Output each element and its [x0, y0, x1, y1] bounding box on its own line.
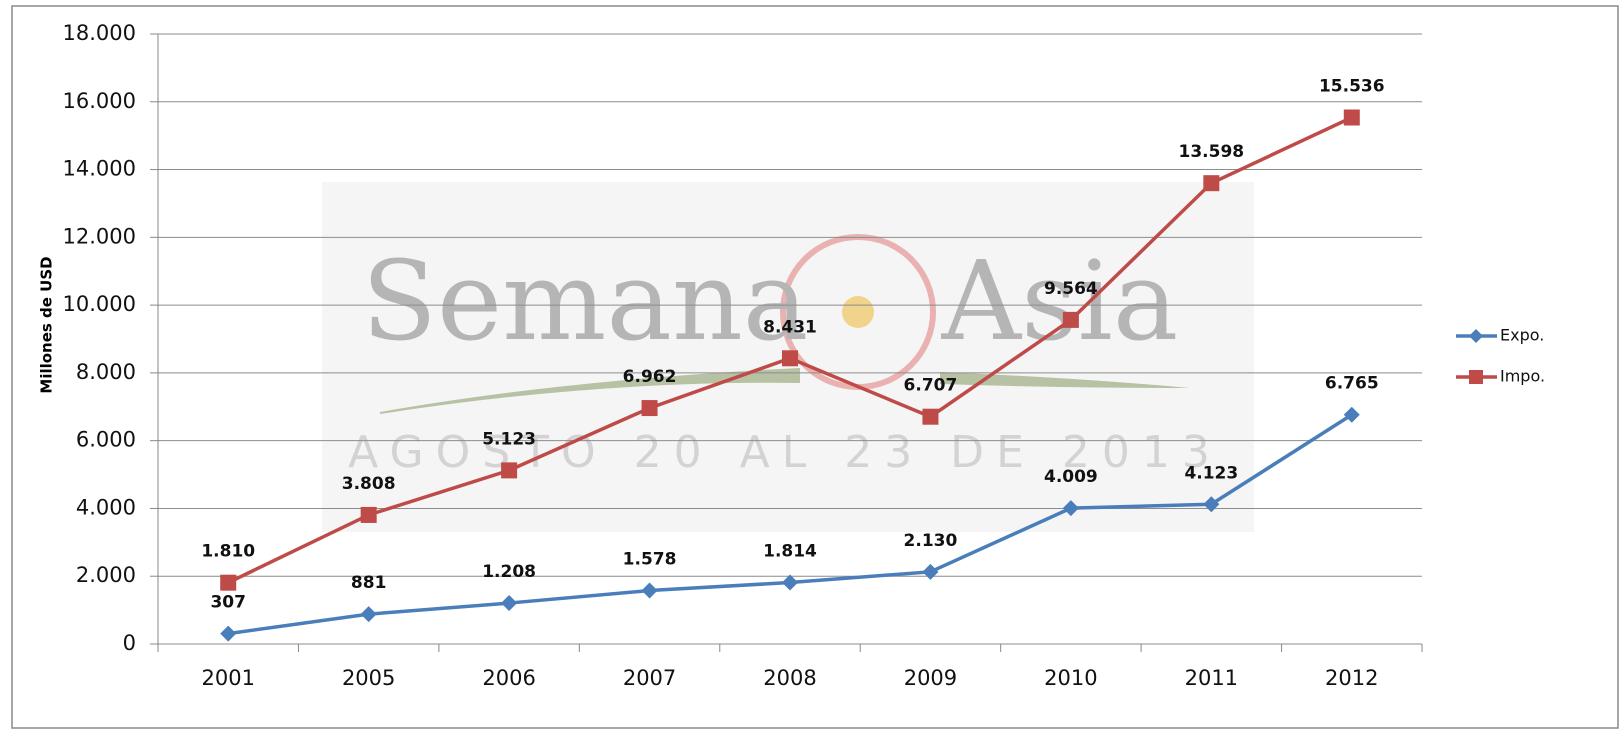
y-tick-label: 16.000 — [63, 89, 136, 113]
data-label: 1.208 — [482, 562, 536, 582]
x-tick-label: 2007 — [623, 666, 676, 690]
watermark-logo-center — [842, 296, 874, 328]
legend-marker — [1469, 370, 1483, 384]
marker — [782, 350, 798, 366]
data-label: 881 — [351, 573, 387, 593]
data-label: 1.578 — [623, 550, 677, 570]
marker — [642, 400, 658, 416]
marker — [361, 507, 377, 523]
y-tick-label: 4.000 — [76, 495, 136, 519]
legend-label: Impo. — [1500, 367, 1545, 386]
data-label: 9.564 — [1044, 279, 1098, 299]
data-label: 13.598 — [1179, 142, 1245, 162]
marker — [922, 409, 938, 425]
x-tick-label: 2005 — [342, 666, 395, 690]
x-tick-label: 2010 — [1044, 666, 1097, 690]
x-tick-label: 2012 — [1325, 666, 1378, 690]
data-label: 1.810 — [201, 542, 255, 562]
x-tick-label: 2008 — [763, 666, 816, 690]
watermark-text: Semana — [362, 237, 809, 365]
data-label: 6.707 — [904, 376, 958, 396]
y-tick-label: 2.000 — [76, 563, 136, 587]
x-tick-label: 2011 — [1185, 666, 1238, 690]
data-label: 1.814 — [763, 542, 817, 562]
data-label: 2.130 — [904, 531, 958, 551]
y-tick-label: 6.000 — [76, 428, 136, 452]
marker — [501, 462, 517, 478]
chart: Semana Asia AGOSTO 20 AL 23 DE 2013 Mill… — [0, 0, 1619, 729]
data-label: 5.123 — [482, 429, 536, 449]
x-tick-label: 2006 — [482, 666, 535, 690]
data-label: 3.808 — [342, 474, 396, 494]
y-tick-label: 14.000 — [63, 157, 136, 181]
data-label: 4.123 — [1184, 463, 1238, 483]
y-axis-label: Millones de USD — [38, 256, 56, 393]
marker — [1344, 110, 1360, 126]
marker — [220, 575, 236, 591]
x-tick-label: 2001 — [201, 666, 254, 690]
legend-label: Expo. — [1500, 326, 1544, 345]
data-label: 15.536 — [1319, 77, 1385, 97]
y-tick-label: 0 — [123, 631, 136, 655]
watermark-text: Asia — [941, 237, 1179, 365]
data-label: 6.765 — [1325, 374, 1379, 394]
marker — [1063, 312, 1079, 328]
y-tick-label: 8.000 — [76, 360, 136, 384]
y-tick-label: 18.000 — [63, 21, 136, 45]
data-label: 307 — [210, 593, 246, 613]
data-label: 8.431 — [763, 317, 817, 337]
x-tick-label: 2009 — [904, 666, 957, 690]
data-label: 4.009 — [1044, 467, 1098, 487]
data-label: 6.962 — [623, 367, 677, 387]
y-tick-label: 10.000 — [63, 292, 136, 316]
marker — [1203, 175, 1219, 191]
y-tick-label: 12.000 — [63, 224, 136, 248]
